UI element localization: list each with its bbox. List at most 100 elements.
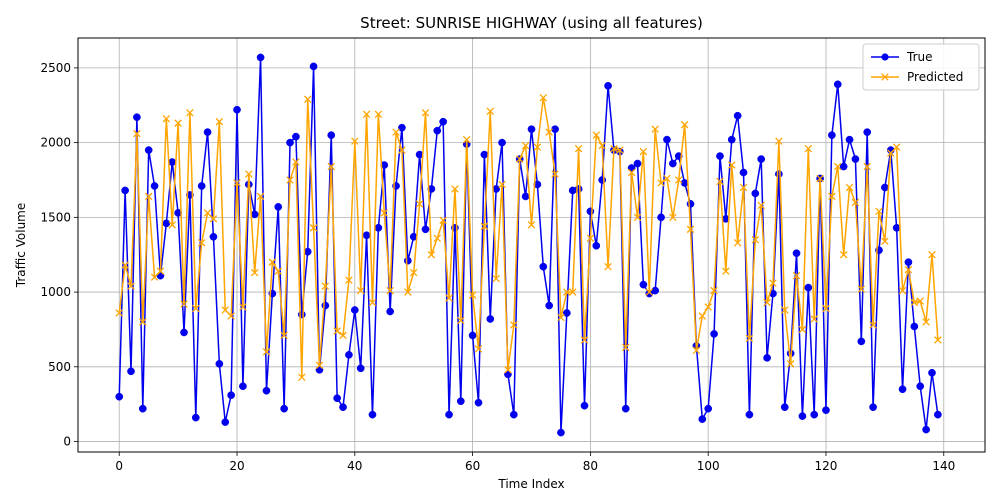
data-point — [934, 410, 942, 419]
data-point — [822, 406, 830, 415]
data-point — [521, 192, 530, 201]
data-point — [351, 137, 359, 145]
data-point — [586, 234, 595, 243]
data-point — [168, 221, 176, 229]
data-point — [262, 386, 271, 395]
data-point — [203, 209, 212, 217]
data-point — [928, 368, 936, 377]
data-point — [345, 276, 353, 284]
data-point — [362, 110, 371, 118]
data-point — [315, 361, 324, 370]
data-point — [833, 80, 842, 89]
data-point — [509, 410, 518, 419]
data-point — [286, 138, 294, 147]
data-point — [733, 111, 742, 120]
data-point — [898, 286, 907, 295]
data-point — [751, 236, 760, 244]
data-point — [669, 159, 677, 168]
data-point — [239, 303, 247, 311]
data-point — [804, 144, 813, 153]
legend-label: Predicted — [907, 70, 963, 84]
data-point — [215, 117, 224, 126]
data-point — [504, 366, 512, 374]
data-point — [174, 119, 182, 127]
data-point — [333, 394, 341, 403]
x-tick-label: 120 — [815, 459, 838, 473]
data-point — [339, 331, 347, 340]
data-point — [274, 203, 283, 211]
data-point — [250, 210, 259, 219]
data-point — [834, 162, 842, 171]
data-point — [845, 135, 854, 144]
data-point — [404, 288, 412, 296]
data-point — [398, 146, 406, 154]
legend-label: True — [906, 50, 933, 64]
data-point — [245, 170, 253, 178]
data-point — [904, 265, 913, 274]
data-point — [486, 315, 495, 323]
data-point — [657, 213, 665, 222]
data-point — [321, 282, 330, 290]
data-point — [686, 200, 695, 208]
data-point — [350, 306, 359, 314]
data-point — [704, 303, 712, 311]
data-point — [904, 258, 913, 267]
x-tick-label: 100 — [697, 459, 720, 473]
data-point — [356, 364, 365, 373]
data-point — [256, 192, 265, 201]
data-point — [580, 401, 589, 410]
data-point — [362, 231, 371, 240]
data-point — [374, 110, 383, 118]
data-point — [150, 273, 159, 281]
data-point — [828, 131, 836, 139]
x-tick-label: 20 — [229, 459, 244, 473]
data-point — [887, 149, 895, 157]
y-tick-label: 500 — [48, 360, 71, 374]
data-point — [651, 286, 660, 295]
data-point — [639, 147, 648, 156]
data-point — [368, 410, 377, 419]
data-point — [892, 143, 901, 151]
data-point — [486, 107, 495, 115]
data-point — [898, 385, 907, 394]
grid — [78, 38, 985, 452]
data-point — [775, 137, 783, 145]
data-point — [786, 360, 795, 368]
data-point — [751, 189, 760, 198]
data-point — [692, 346, 701, 355]
y-tick-label: 1500 — [40, 210, 71, 224]
data-point — [922, 318, 930, 326]
legend: True Predicted — [862, 43, 980, 91]
legend-box — [862, 43, 980, 91]
data-point — [934, 336, 942, 344]
data-point — [680, 120, 689, 129]
data-point — [610, 144, 618, 153]
data-point — [462, 135, 471, 144]
data-point — [621, 343, 630, 352]
data-point — [804, 283, 813, 292]
data-point — [409, 268, 418, 277]
data-point — [757, 201, 765, 210]
data-point — [233, 179, 241, 187]
data-point — [916, 297, 924, 305]
data-point — [551, 170, 559, 178]
data-point — [498, 180, 506, 189]
data-point — [828, 192, 836, 201]
data-point — [857, 285, 866, 293]
data-point — [775, 170, 783, 178]
data-point — [197, 182, 206, 190]
series-line-predicted — [118, 97, 939, 378]
data-point — [574, 185, 583, 193]
data-point — [851, 155, 860, 163]
data-point — [327, 131, 336, 139]
data-point — [127, 367, 135, 376]
data-point — [221, 306, 229, 314]
data-point — [498, 138, 506, 147]
data-point — [256, 53, 265, 62]
data-point — [568, 288, 577, 296]
data-point — [144, 146, 153, 154]
data-point — [457, 316, 465, 325]
y-tick-label: 0 — [63, 435, 71, 449]
y-tick-label: 2000 — [40, 136, 71, 150]
